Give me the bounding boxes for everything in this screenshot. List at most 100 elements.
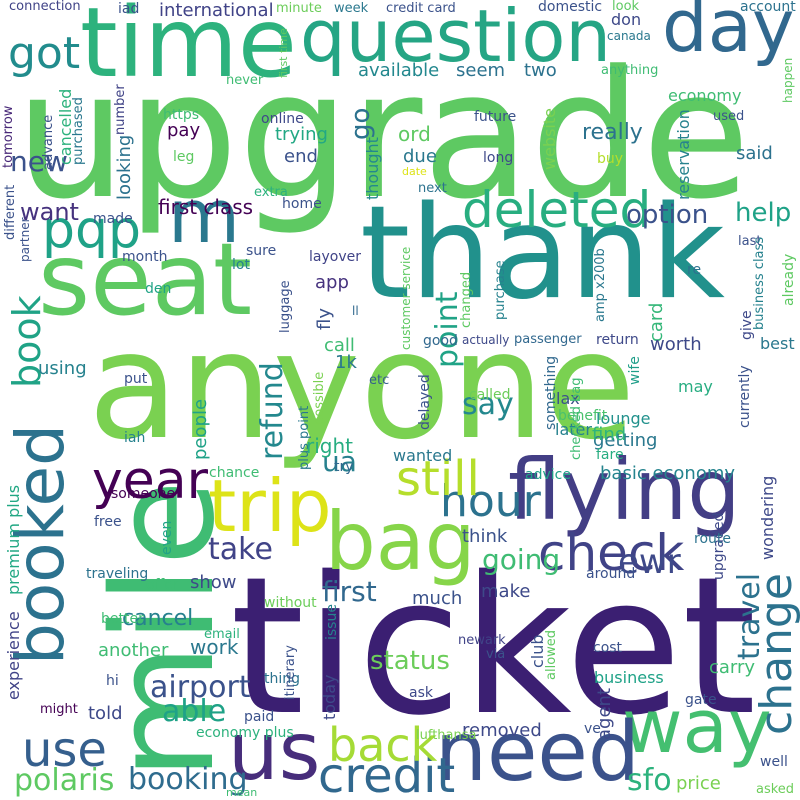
word-credit: credit — [318, 748, 456, 800]
word-booking: booking — [128, 762, 248, 797]
word-first-time: first time — [277, 28, 290, 78]
word-benefit: benefit — [558, 408, 608, 424]
word-iah: iah — [124, 430, 146, 446]
word-never: never — [226, 73, 264, 88]
word-number: number — [113, 84, 128, 135]
word-date: date — [402, 165, 427, 178]
word-website: website — [540, 108, 559, 170]
word-happen: happen — [781, 57, 795, 103]
word-1k: 1k — [335, 352, 357, 373]
word-cost: cost — [593, 640, 623, 656]
word-price: price — [676, 773, 721, 794]
word-look: look — [612, 0, 640, 14]
word-economy-plus: economy plus — [196, 725, 294, 741]
word-checked-bag: checked bag — [569, 377, 584, 460]
word-option: option — [626, 200, 709, 230]
word-work: work — [190, 635, 239, 659]
word-check: check — [538, 524, 685, 582]
word-tomorrow: tomorrow — [1, 105, 16, 168]
word-upgrade: upgrade — [15, 33, 751, 238]
word-even: even — [159, 520, 175, 555]
word-app: app — [315, 272, 349, 293]
word-pqp: pqp — [42, 200, 142, 260]
word-etc: etc — [369, 373, 390, 388]
word-day: day — [662, 0, 795, 68]
word-partner: partner — [18, 217, 32, 262]
word-iad: iad — [118, 1, 140, 17]
word-call: call — [324, 335, 355, 356]
word-good: good — [423, 333, 458, 349]
word-allowed: allowed — [544, 629, 559, 680]
word-last: last — [738, 234, 762, 249]
word-purchased: purchased — [71, 97, 86, 165]
word-online: online — [261, 111, 304, 127]
word-flying: flying — [508, 441, 741, 539]
word-itinerary: itinerary — [283, 645, 298, 700]
word-route: route — [694, 531, 731, 547]
word-don: don — [611, 10, 642, 29]
word-got: got — [8, 28, 81, 79]
word-told: told — [88, 703, 123, 724]
word-possible: possible — [312, 371, 327, 425]
word-show: show — [190, 572, 237, 593]
word-trying: trying — [275, 124, 328, 145]
word-lufthansa: lufthansa — [416, 728, 477, 743]
word-carry: carry — [709, 657, 756, 678]
word-wife: wife — [627, 356, 643, 385]
word-getting: getting — [593, 430, 658, 451]
word-free: free — [94, 514, 122, 530]
word-gate: gate — [685, 692, 717, 708]
word-put: put — [124, 371, 148, 387]
word-question: question — [300, 0, 612, 78]
word-said: said — [736, 143, 773, 164]
word-right: right — [306, 434, 353, 458]
word-changed: changed — [459, 271, 474, 328]
word-later: later — [555, 420, 592, 439]
word-still: still — [396, 451, 480, 507]
word-called: called — [469, 387, 511, 403]
word-paid: paid — [244, 709, 275, 725]
word-international: international — [159, 0, 274, 21]
word-lax: lax — [556, 389, 580, 408]
word-thing: thing — [264, 671, 301, 687]
word-looking: looking — [114, 134, 135, 200]
word-time: time — [80, 0, 297, 99]
word-future: future — [474, 109, 517, 125]
word-via: via — [486, 647, 506, 662]
word-another: another — [98, 640, 169, 661]
word-say: say — [462, 387, 514, 422]
word-due: due — [403, 146, 437, 167]
word-might: might — [40, 702, 78, 717]
word-go: go — [346, 107, 376, 140]
word-made: made — [93, 211, 133, 227]
word-month: month — [122, 249, 168, 265]
word-actually: actually — [462, 333, 510, 347]
word-wanted: wanted — [393, 446, 453, 465]
word-purchase: purchase — [493, 260, 508, 320]
word-today: today — [320, 674, 339, 721]
word-fly: fly — [314, 308, 335, 330]
word-premium-plus: premium plus — [4, 484, 23, 595]
word-way: way — [622, 684, 772, 770]
word-new: new — [10, 145, 68, 178]
word-make: make — [481, 581, 531, 602]
word-end: end — [284, 146, 318, 167]
word-people: people — [190, 398, 211, 460]
word-thought: thought — [363, 137, 382, 200]
word-passenger: passenger — [514, 332, 582, 347]
word-bag: bag — [325, 495, 476, 588]
word-ve: ve — [584, 721, 601, 737]
word-issue: issue — [324, 604, 340, 640]
word-https: https — [163, 107, 200, 123]
word-better: better — [101, 611, 144, 627]
word-business-class: business class — [752, 236, 767, 330]
word-ord: ord — [398, 122, 431, 146]
word-customer-service: customer service — [399, 246, 413, 350]
word-able: able — [162, 694, 227, 729]
word-best: best — [760, 334, 795, 353]
word-trip: trip — [208, 464, 332, 548]
word-newark: newark — [458, 633, 506, 648]
word-deleted: deleted — [462, 181, 652, 239]
word-lot: lot — [232, 257, 250, 273]
